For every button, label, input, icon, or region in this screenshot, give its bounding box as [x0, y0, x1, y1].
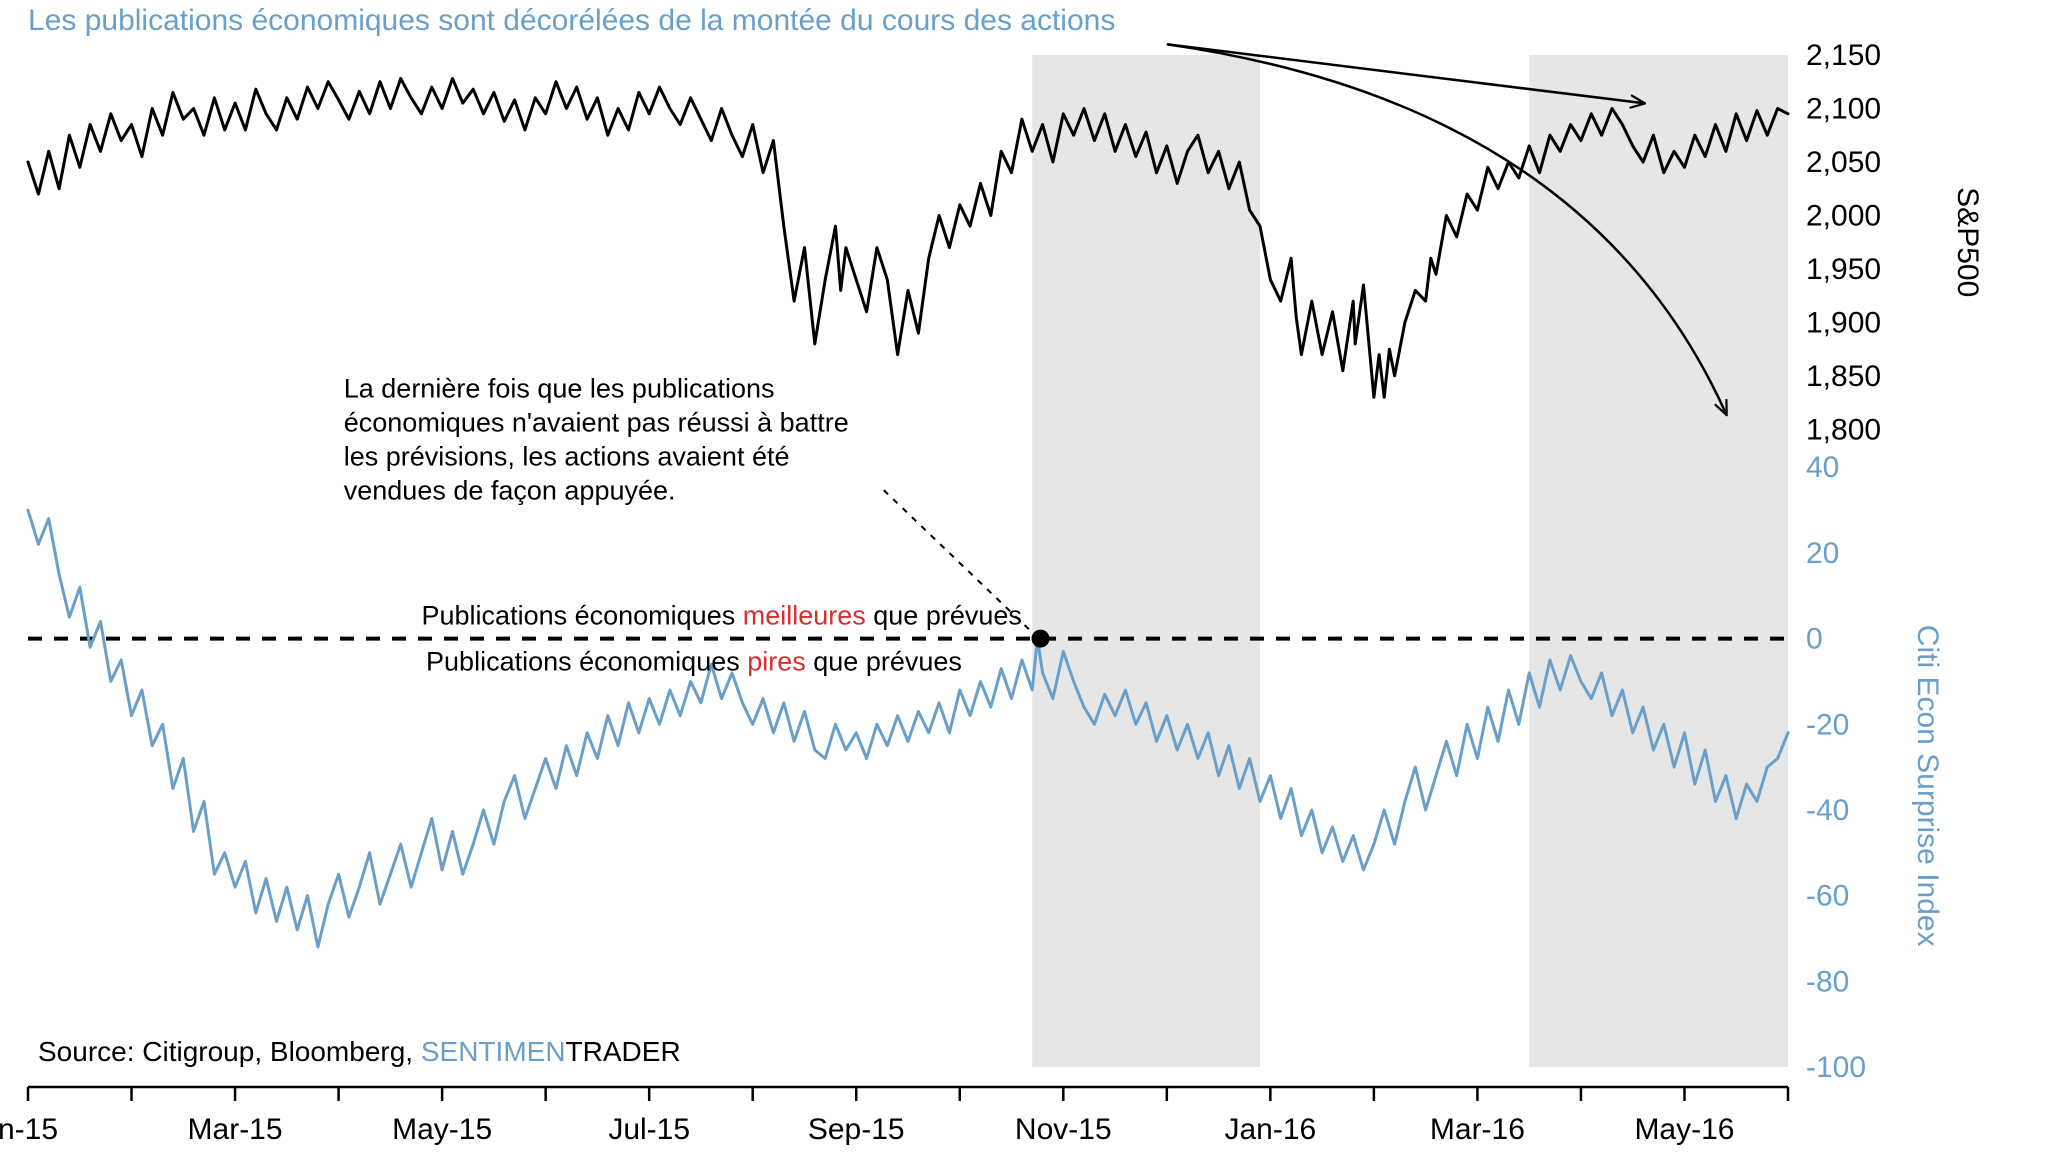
chart-title: Les publications économiques sont décoré…: [28, 4, 1115, 37]
sp500-tick-label: 2,100: [1806, 92, 1881, 125]
sp500-series: [28, 79, 1788, 398]
sp500-tick-label: 2,050: [1806, 146, 1881, 179]
zero-label: Publications économiques pires que prévu…: [426, 647, 962, 677]
citi-tick-label: -100: [1806, 1051, 1866, 1084]
citi-tick-label: -80: [1806, 965, 1849, 998]
citi-tick-label: -40: [1806, 794, 1849, 827]
annotation-line: vendues de façon appuyée.: [344, 475, 676, 505]
citi-tick-label: 0: [1806, 623, 1823, 656]
source-text: Source: Citigroup, Bloomberg, SENTIMENTR…: [38, 1036, 681, 1067]
x-tick-label: n-15: [0, 1113, 58, 1146]
x-tick-label: Jul-15: [608, 1113, 690, 1146]
annotation-line: les prévisions, les actions avaient été: [344, 441, 790, 471]
sp500-tick-label: 1,850: [1806, 360, 1881, 393]
chart-container: n-15 Mar-15 May-15 Jul-15 Sep-15 Nov-15 Jan-16…: [0, 0, 2048, 1172]
sp500-tick-label: 1,950: [1806, 253, 1881, 286]
x-tick-label: Sep-15: [808, 1113, 905, 1146]
annotation-dot: [1032, 630, 1050, 648]
chart-svg: n-15 Mar-15 May-15 Jul-15 Sep-15 Nov-15 Jan-16…: [0, 0, 2048, 1172]
shaded-region: [1529, 55, 1788, 1067]
citi-tick-label: -20: [1806, 708, 1849, 741]
sp500-tick-label: 2,000: [1806, 199, 1881, 232]
x-tick-label: Mar-15: [188, 1113, 283, 1146]
x-tick-label: May-15: [392, 1113, 492, 1146]
x-tick-label: Nov-15: [1015, 1113, 1112, 1146]
citi-axis-label: Citi Econ Surprise Index: [1911, 625, 1944, 947]
x-tick-label: Mar-16: [1430, 1113, 1525, 1146]
citi-tick-label: 40: [1806, 451, 1839, 484]
annotation-line: économiques n'avaient pas réussi à battr…: [344, 407, 849, 437]
shaded-region: [1032, 55, 1260, 1067]
zero-label: Publications économiques meilleures que …: [422, 601, 1022, 631]
x-tick-label: Jan-16: [1224, 1113, 1316, 1146]
annotation-line: La dernière fois que les publications: [344, 373, 775, 403]
citi-series: [28, 510, 1788, 947]
sp500-tick-label: 2,150: [1806, 39, 1881, 72]
x-tick-label: May-16: [1634, 1113, 1734, 1146]
sp500-tick-label: 1,800: [1806, 413, 1881, 446]
citi-tick-label: -60: [1806, 880, 1849, 913]
citi-tick-label: 20: [1806, 537, 1839, 570]
sp500-tick-label: 1,900: [1806, 306, 1881, 339]
sp500-axis-label: S&P500: [1951, 187, 1984, 297]
